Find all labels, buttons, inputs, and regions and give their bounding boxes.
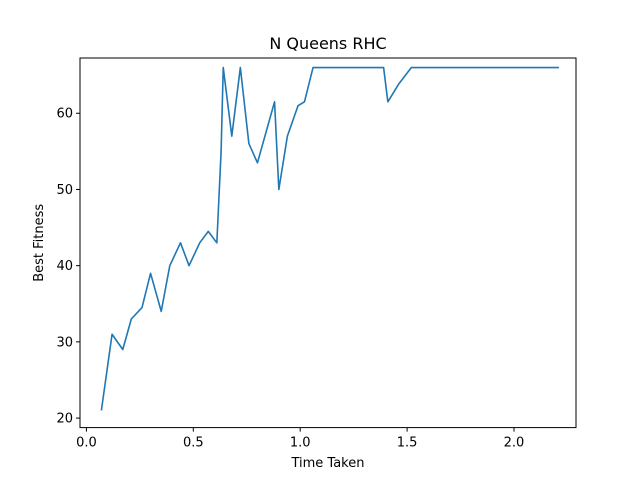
axes-frame <box>79 57 577 429</box>
x-axis-label: Time Taken <box>290 456 364 471</box>
series-line-0 <box>100 66 559 411</box>
y-tick-label: 50 <box>56 183 73 198</box>
x-tick-label: 2.0 <box>504 436 525 451</box>
x-tick-label: 0.0 <box>76 436 97 451</box>
x-tick-label: 1.5 <box>397 436 418 451</box>
plot-area <box>100 66 559 411</box>
y-axis-ticks: 20 30 40 50 60 <box>56 107 80 427</box>
chart-title: N Queens RHC <box>269 34 386 53</box>
y-tick-label: 60 <box>56 107 73 122</box>
x-tick-label: 0.5 <box>183 436 204 451</box>
x-tick-label: 1.0 <box>290 436 311 451</box>
y-tick-label: 30 <box>56 335 73 350</box>
x-axis-ticks: 0.0 0.5 1.0 1.5 2.0 <box>76 427 525 451</box>
y-tick-label: 20 <box>56 412 73 427</box>
y-tick-label: 40 <box>56 259 73 274</box>
y-axis-label: Best Fitness <box>32 204 47 282</box>
